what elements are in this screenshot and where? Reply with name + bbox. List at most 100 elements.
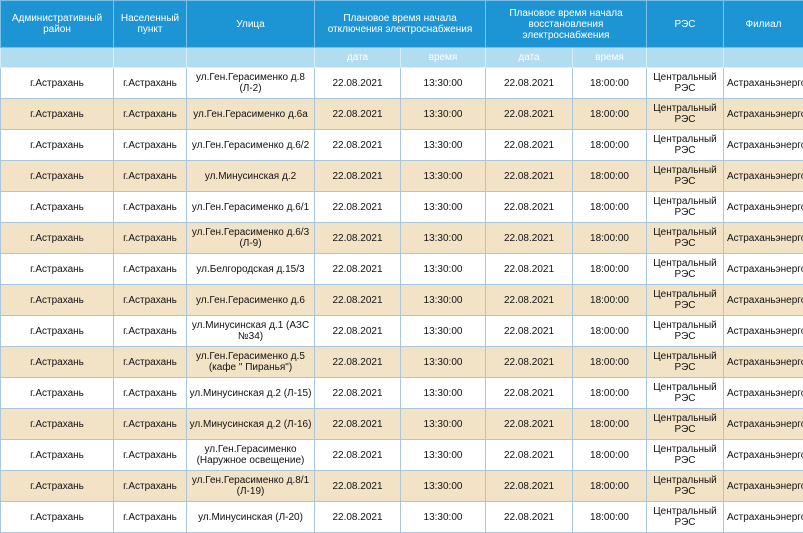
cell-outage-date: 22.08.2021 [315,440,401,471]
cell-street: ул.Ген.Герасименко (Наружное освещение) [187,440,315,471]
cell-district: г.Астрахань [1,471,114,502]
cell-street: ул.Ген.Герасименко д.6а [187,99,315,130]
cell-restore-date: 22.08.2021 [486,130,573,161]
cell-res: Центральный РЭС [647,285,724,316]
cell-district: г.Астрахань [1,223,114,254]
cell-res: Центральный РЭС [647,254,724,285]
cell-branch: Астраханьэнерго [724,502,803,533]
cell-street: ул.Ген.Герасименко д.8/1 (Л-19) [187,471,315,502]
cell-res: Центральный РЭС [647,471,724,502]
cell-street: ул.Минусинская (Л-20) [187,502,315,533]
subheader-empty [647,48,724,68]
cell-restore-time: 18:00:00 [573,347,647,378]
cell-branch: Астраханьэнерго [724,440,803,471]
cell-locality: г.Астрахань [114,161,187,192]
cell-restore-date: 22.08.2021 [486,161,573,192]
cell-outage-time: 13:30:00 [401,471,486,502]
cell-locality: г.Астрахань [114,130,187,161]
cell-res: Центральный РЭС [647,161,724,192]
cell-restore-time: 18:00:00 [573,254,647,285]
cell-street: ул.Минусинская д.2 [187,161,315,192]
cell-branch: Астраханьэнерго [724,254,803,285]
cell-outage-time: 13:30:00 [401,316,486,347]
header-res: РЭС [647,1,724,48]
cell-outage-time: 13:30:00 [401,440,486,471]
cell-branch: Астраханьэнерго [724,99,803,130]
cell-restore-time: 18:00:00 [573,161,647,192]
cell-restore-time: 18:00:00 [573,471,647,502]
cell-restore-date: 22.08.2021 [486,285,573,316]
cell-restore-time: 18:00:00 [573,192,647,223]
cell-district: г.Астрахань [1,502,114,533]
cell-street: ул.Ген.Герасименко д.8 (Л-2) [187,68,315,99]
cell-district: г.Астрахань [1,192,114,223]
cell-res: Центральный РЭС [647,192,724,223]
cell-outage-date: 22.08.2021 [315,130,401,161]
cell-restore-time: 18:00:00 [573,440,647,471]
cell-branch: Астраханьэнерго [724,409,803,440]
header-district: Административный район [1,1,114,48]
cell-branch: Астраханьэнерго [724,285,803,316]
cell-outage-time: 13:30:00 [401,161,486,192]
subheader-outage-time: время [401,48,486,68]
cell-restore-time: 18:00:00 [573,409,647,440]
cell-outage-date: 22.08.2021 [315,161,401,192]
cell-outage-date: 22.08.2021 [315,471,401,502]
cell-locality: г.Астрахань [114,68,187,99]
cell-outage-time: 13:30:00 [401,254,486,285]
cell-district: г.Астрахань [1,316,114,347]
cell-res: Центральный РЭС [647,440,724,471]
cell-restore-date: 22.08.2021 [486,68,573,99]
subheader-outage-date: дата [315,48,401,68]
cell-street: ул.Белгородская д.15/3 [187,254,315,285]
cell-restore-date: 22.08.2021 [486,471,573,502]
cell-restore-date: 22.08.2021 [486,254,573,285]
cell-outage-date: 22.08.2021 [315,378,401,409]
cell-res: Центральный РЭС [647,378,724,409]
cell-locality: г.Астрахань [114,99,187,130]
cell-outage-time: 13:30:00 [401,192,486,223]
cell-res: Центральный РЭС [647,130,724,161]
cell-district: г.Астрахань [1,254,114,285]
cell-outage-date: 22.08.2021 [315,409,401,440]
cell-outage-time: 13:30:00 [401,68,486,99]
cell-district: г.Астрахань [1,130,114,161]
subheader-restore-date: дата [486,48,573,68]
cell-outage-time: 13:30:00 [401,347,486,378]
subheader-restore-time: время [573,48,647,68]
table-header: Административный район Населенный пункт … [1,1,803,68]
cell-outage-time: 13:30:00 [401,409,486,440]
cell-district: г.Астрахань [1,347,114,378]
cell-locality: г.Астрахань [114,471,187,502]
cell-district: г.Астрахань [1,409,114,440]
cell-outage-date: 22.08.2021 [315,502,401,533]
header-street: Улица [187,1,315,48]
cell-branch: Астраханьэнерго [724,161,803,192]
cell-district: г.Астрахань [1,161,114,192]
cell-street: ул.Ген.Герасименко д.5 (кафе " Пиранья") [187,347,315,378]
cell-outage-time: 13:30:00 [401,285,486,316]
cell-locality: г.Астрахань [114,440,187,471]
cell-outage-date: 22.08.2021 [315,347,401,378]
cell-restore-time: 18:00:00 [573,378,647,409]
cell-branch: Астраханьэнерго [724,471,803,502]
cell-locality: г.Астрахань [114,223,187,254]
cell-locality: г.Астрахань [114,316,187,347]
cell-res: Центральный РЭС [647,68,724,99]
cell-outage-date: 22.08.2021 [315,192,401,223]
header-branch: Филиал [724,1,803,48]
cell-restore-date: 22.08.2021 [486,409,573,440]
cell-outage-time: 13:30:00 [401,99,486,130]
cell-outage-time: 13:30:00 [401,130,486,161]
